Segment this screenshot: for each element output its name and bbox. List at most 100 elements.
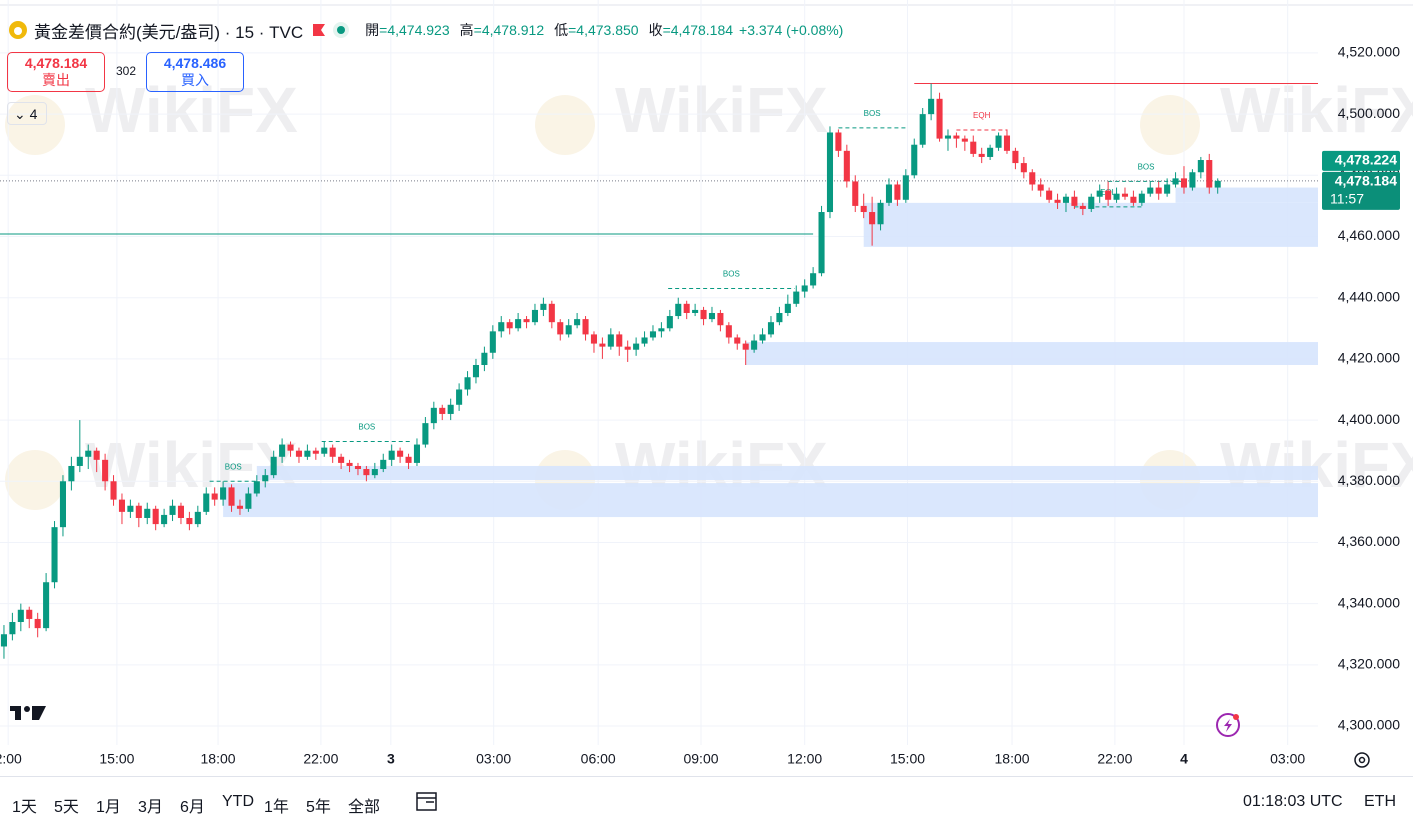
range-button[interactable]: 1天 xyxy=(12,799,37,816)
candle-body xyxy=(540,303,547,310)
range-button[interactable]: 5天 xyxy=(54,799,79,816)
candle-body xyxy=(944,135,952,139)
ohlc-label: 開 xyxy=(365,22,380,38)
candle-body xyxy=(801,285,808,292)
settings-icon[interactable] xyxy=(1354,752,1370,768)
candle-body xyxy=(987,147,994,157)
ohlc-item: 收=4,478.184 xyxy=(649,22,733,38)
clock[interactable]: 01:18:03 UTC xyxy=(1243,793,1343,810)
candle-body xyxy=(978,153,985,157)
candle-body xyxy=(304,450,311,457)
candle-body xyxy=(902,175,909,200)
candle-body xyxy=(312,450,319,454)
y-tick-label: 4,300.000 xyxy=(1338,717,1400,733)
candle-body xyxy=(928,98,935,115)
structure-label: BOS xyxy=(1138,163,1155,172)
candle-body xyxy=(161,514,168,525)
liquidity-zone xyxy=(256,465,1318,481)
candle-body xyxy=(995,135,1002,148)
candle-body xyxy=(17,609,24,623)
sell-label: 賣出 xyxy=(42,72,70,88)
sell-button[interactable]: 4,478.184 賣出 xyxy=(7,52,105,92)
candle-body xyxy=(548,303,555,323)
candle-body xyxy=(936,98,943,139)
range-button[interactable]: 3月 xyxy=(138,799,163,816)
candle-body xyxy=(194,511,201,525)
candle-body xyxy=(363,469,370,476)
candle-body xyxy=(885,184,893,203)
watermark-logo xyxy=(5,95,65,155)
candle-body xyxy=(531,309,539,323)
candle-body xyxy=(1130,196,1137,203)
candle-body xyxy=(85,450,92,457)
candle-body xyxy=(481,352,488,366)
candle-body xyxy=(270,456,277,476)
candle-body xyxy=(338,456,345,463)
candle-body xyxy=(565,325,572,335)
candle-body xyxy=(371,469,378,476)
liquidity-zone xyxy=(223,483,1318,518)
range-button[interactable]: 6月 xyxy=(180,799,205,816)
candle-body xyxy=(346,462,353,466)
buy-button[interactable]: 4,478.486 買入 xyxy=(146,52,244,92)
buy-label: 買入 xyxy=(181,72,209,88)
candle-body xyxy=(1164,184,1171,194)
candle-body xyxy=(236,505,244,509)
candle-body xyxy=(1046,190,1053,200)
candle-body xyxy=(708,312,716,320)
candle-body xyxy=(616,334,623,347)
candle-body xyxy=(1096,190,1103,197)
symbol-title[interactable]: 黃金差價合約(美元/盎司) · 15 · TVC xyxy=(34,22,304,42)
range-button[interactable]: 全部 xyxy=(348,799,381,816)
candle-body xyxy=(439,407,446,414)
symbol-icon xyxy=(9,21,27,39)
buy-price: 4,478.486 xyxy=(163,55,227,71)
candle-body xyxy=(68,465,75,482)
range-button[interactable]: YTD xyxy=(222,793,254,810)
y-tick-label: 4,380.000 xyxy=(1338,472,1400,488)
ohlc-value: =4,478.184 xyxy=(662,22,734,38)
ohlc-label: 高 xyxy=(459,22,474,38)
candle-body xyxy=(961,138,968,142)
ohlc-values: 開=4,474.923 高=4,478.912 低=4,473.850 收=4,478… xyxy=(355,20,733,40)
range-button[interactable]: 5年 xyxy=(306,799,331,816)
candle-body xyxy=(472,365,480,378)
candle-body xyxy=(430,407,437,424)
x-tick-label: 09:00 xyxy=(683,751,718,767)
ohlc-item: 高=4,478.912 xyxy=(460,22,544,38)
candle-body xyxy=(506,322,513,329)
candle-body xyxy=(734,337,741,344)
y-tick-label: 4,460.000 xyxy=(1338,227,1400,243)
session[interactable]: ETH xyxy=(1364,793,1396,810)
liquidity-zone xyxy=(1175,187,1318,203)
candle-body xyxy=(852,181,859,206)
lightning-icon[interactable] xyxy=(1216,713,1240,737)
candle-body xyxy=(860,205,867,213)
range-button[interactable]: 1年 xyxy=(264,799,289,816)
x-tick-label: 22:00 xyxy=(1097,751,1132,767)
ohlc-value: =4,474.923 xyxy=(379,22,450,38)
candle-body xyxy=(658,328,665,332)
structure-label: BOS xyxy=(225,462,242,471)
candle-body xyxy=(422,423,429,445)
candle-body xyxy=(76,456,83,466)
candle-body xyxy=(51,527,58,583)
flag-icon[interactable] xyxy=(303,20,329,40)
candle-body xyxy=(633,343,640,350)
candle-body xyxy=(321,447,328,454)
candle-body xyxy=(228,487,235,506)
range-button[interactable]: 1月 xyxy=(96,799,121,816)
date-range-icon[interactable] xyxy=(414,788,440,814)
candle-body xyxy=(1113,193,1120,200)
watermark-logo xyxy=(535,95,595,155)
ohlc-label: 低 xyxy=(554,22,569,38)
candle-body xyxy=(59,481,66,528)
candle-body xyxy=(607,334,614,347)
candle-body xyxy=(843,150,850,182)
candle-body xyxy=(582,319,589,335)
ohlc-value: =4,473.850 xyxy=(568,22,639,38)
symbol-header: 黃金差價合約(美元/盎司) · 15 · TVC 開=4,474.923 高=4,… xyxy=(8,19,843,42)
candle-body xyxy=(498,322,505,332)
indicator-toggle[interactable]: ⌄ 4 xyxy=(7,102,47,125)
